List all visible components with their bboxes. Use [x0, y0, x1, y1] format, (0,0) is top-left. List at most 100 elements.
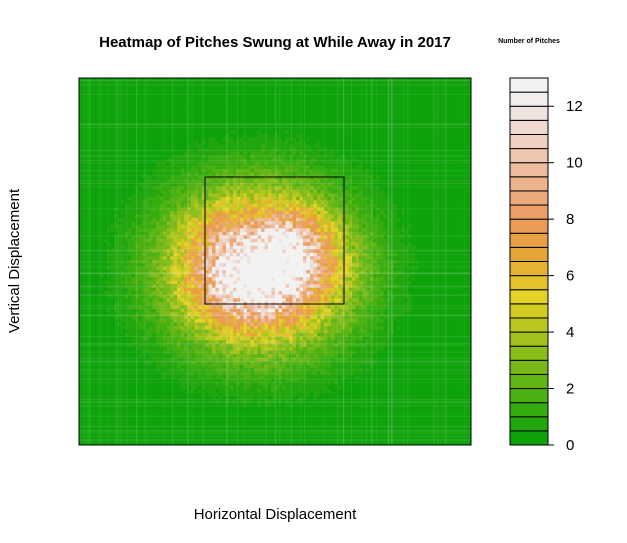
heatmap-cell — [289, 95, 293, 100]
heatmap-cell — [278, 186, 283, 191]
heatmap-cell — [219, 144, 223, 149]
heatmap-cell — [117, 109, 122, 114]
heatmap-cell — [341, 193, 346, 198]
heatmap-cell — [114, 130, 118, 135]
heatmap-cell — [226, 88, 230, 93]
heatmap-cell — [345, 154, 349, 159]
heatmap-cell — [124, 179, 129, 184]
heatmap-cell — [282, 137, 286, 142]
heatmap-cell — [149, 116, 153, 121]
heatmap-cell — [184, 147, 188, 152]
heatmap-cell — [422, 91, 426, 96]
heatmap-cell — [135, 119, 139, 124]
heatmap-cell — [93, 165, 97, 170]
heatmap-cell — [215, 84, 220, 89]
heatmap-cell — [390, 81, 395, 86]
heatmap-cell — [355, 98, 360, 103]
heatmap-cell — [184, 200, 188, 205]
heatmap-cell — [226, 221, 230, 226]
heatmap-cell — [436, 158, 440, 163]
heatmap-cell — [292, 165, 297, 170]
heatmap-cell — [331, 189, 335, 194]
heatmap-cell — [359, 140, 363, 145]
heatmap-cell — [404, 172, 409, 177]
heatmap-cell — [306, 214, 311, 219]
heatmap-cell — [369, 186, 374, 191]
heatmap-cell — [107, 144, 111, 149]
heatmap-cell — [436, 144, 440, 149]
heatmap-cell — [264, 207, 269, 212]
heatmap-cell — [408, 200, 412, 205]
heatmap-cell — [114, 147, 118, 152]
heatmap-cell — [331, 91, 335, 96]
heatmap-cell — [341, 112, 346, 117]
heatmap-cell — [250, 109, 255, 114]
heatmap-cell — [271, 217, 276, 222]
heatmap-cell — [205, 172, 209, 177]
heatmap-cell — [187, 217, 192, 222]
heatmap-cell — [296, 91, 300, 96]
heatmap-cell — [376, 210, 381, 215]
heatmap-cell — [289, 161, 293, 166]
heatmap-cell — [191, 196, 195, 201]
heatmap-cell — [173, 207, 178, 212]
heatmap-cell — [142, 151, 146, 156]
heatmap-cell — [229, 137, 234, 142]
heatmap-cell — [142, 140, 146, 145]
heatmap-cell — [163, 133, 167, 138]
heatmap-cell — [331, 203, 335, 208]
heatmap-cell — [247, 144, 251, 149]
heatmap-cell — [436, 88, 440, 93]
heatmap-cell — [320, 144, 325, 149]
heatmap-cell — [317, 196, 321, 201]
heatmap-cell — [303, 189, 307, 194]
heatmap-cell — [156, 105, 160, 110]
heatmap-cell — [173, 95, 178, 100]
heatmap-cell — [310, 133, 314, 138]
heatmap-cell — [366, 91, 370, 96]
heatmap-cell — [229, 193, 234, 198]
heatmap-cell — [219, 193, 223, 198]
heatmap-cell — [310, 161, 314, 166]
heatmap-cell — [198, 175, 202, 180]
heatmap-cell — [331, 200, 335, 205]
heatmap-cell — [149, 95, 153, 100]
heatmap-cell — [243, 154, 248, 159]
heatmap-cell — [145, 158, 150, 163]
heatmap-cell — [103, 109, 108, 114]
heatmap-cell — [215, 196, 220, 201]
heatmap-cell — [362, 186, 367, 191]
heatmap-cell — [114, 123, 118, 128]
heatmap-cell — [103, 119, 108, 124]
heatmap-cell — [355, 189, 360, 194]
heatmap-cell — [383, 161, 388, 166]
heatmap-cell — [453, 126, 458, 131]
heatmap-cell — [166, 179, 171, 184]
heatmap-cell — [303, 123, 307, 128]
heatmap-cell — [453, 105, 458, 110]
heatmap-cell — [285, 196, 290, 201]
heatmap-cell — [436, 193, 440, 198]
heatmap-cell — [415, 137, 419, 142]
heatmap-cell — [282, 196, 286, 201]
heatmap-cell — [415, 228, 419, 233]
heatmap-cell — [411, 182, 416, 187]
heatmap-cell — [418, 109, 423, 114]
heatmap-cell — [247, 137, 251, 142]
heatmap-cell — [282, 158, 286, 163]
heatmap-cell — [292, 123, 297, 128]
heatmap-cell — [124, 140, 129, 145]
heatmap-cell — [187, 175, 192, 180]
heatmap-cell — [247, 133, 251, 138]
heatmap-cell — [443, 130, 447, 135]
heatmap-cell — [135, 154, 139, 159]
heatmap-cell — [327, 112, 332, 117]
heatmap-cell — [394, 119, 398, 124]
heatmap-cell — [110, 140, 115, 145]
heatmap-cell — [121, 228, 125, 233]
heatmap-cell — [436, 200, 440, 205]
heatmap-cell — [359, 105, 363, 110]
heatmap-cell — [425, 200, 430, 205]
heatmap-cell — [397, 109, 402, 114]
heatmap-cell — [457, 186, 461, 191]
